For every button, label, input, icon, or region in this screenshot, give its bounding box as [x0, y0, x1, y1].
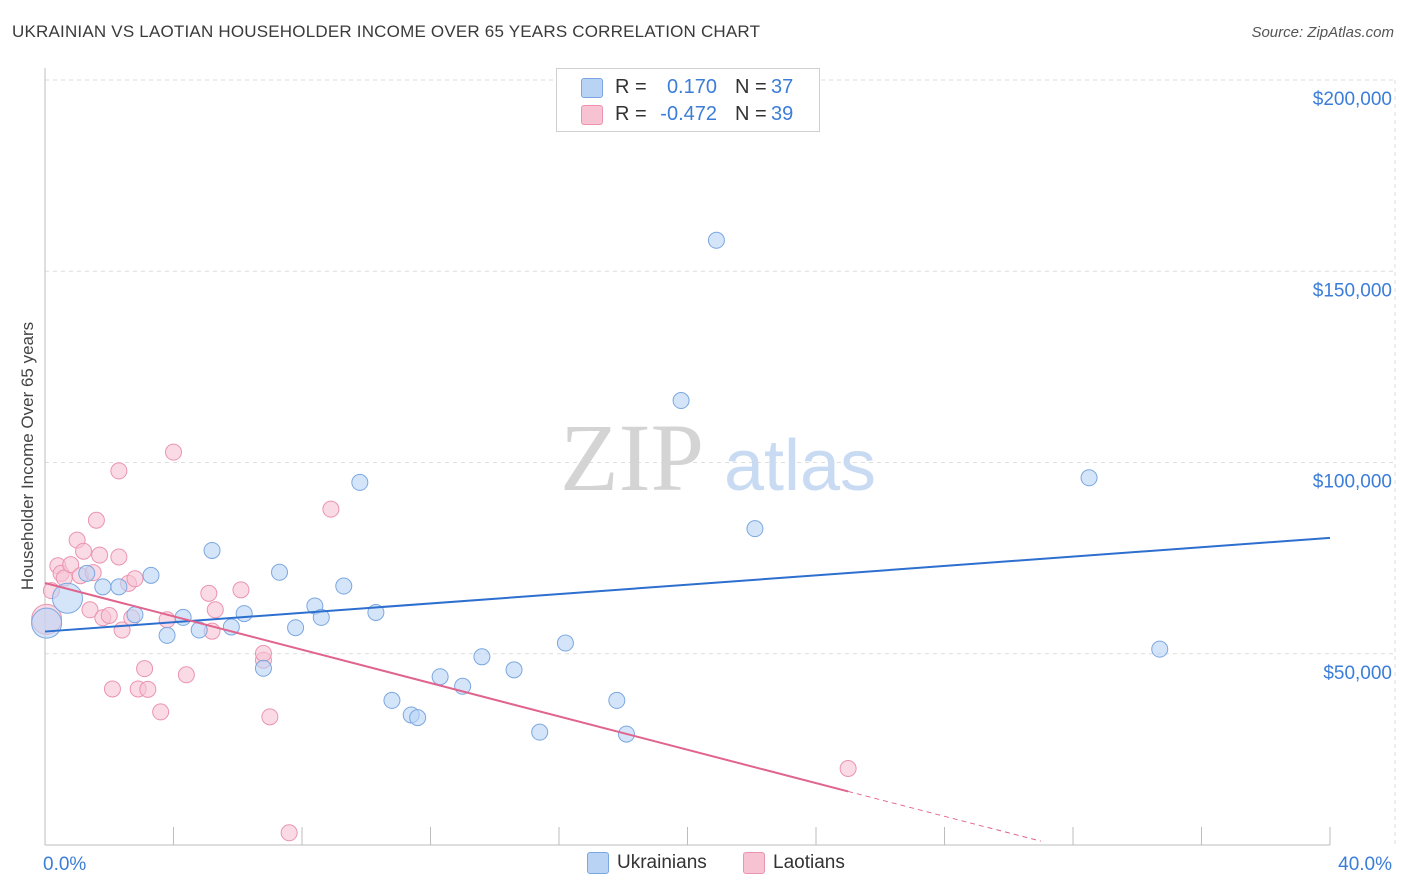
watermark-zip: ZIP: [560, 404, 704, 511]
data-point: [136, 660, 154, 678]
data-point: [409, 709, 427, 727]
stats-row-ukrainians: R = 0.170 N = 37: [557, 73, 819, 101]
tick-labels: $50,000 $100,000 $150,000 $200,000 0.0% 40.0%: [43, 89, 1392, 875]
data-point: [322, 500, 340, 518]
data-point: [158, 626, 176, 644]
data-point: [126, 606, 144, 624]
trend-line-laotians-extension: [848, 790, 1041, 842]
y-tick-label: $100,000: [1313, 472, 1392, 493]
data-point: [261, 708, 279, 726]
ukrainians-swatch: [581, 78, 603, 98]
data-point: [126, 570, 144, 588]
n-label: N =: [735, 102, 767, 125]
y-tick-label: $150,000: [1313, 280, 1392, 301]
data-point: [1080, 469, 1098, 487]
data-point: [110, 548, 128, 566]
x-tick-label-max: 40.0%: [1338, 854, 1392, 875]
data-point: [75, 542, 93, 560]
data-point: [100, 607, 118, 624]
n-label: N =: [735, 75, 767, 98]
n-value: 37: [771, 75, 794, 98]
axes: [44, 68, 1331, 846]
data-point: [271, 563, 289, 581]
data-point: [142, 566, 160, 584]
data-point: [200, 584, 218, 602]
data-point: [672, 392, 690, 410]
data-point: [232, 581, 250, 599]
data-point: [335, 577, 353, 595]
legend-item-ukrainians[interactable]: Ukrainians: [587, 852, 707, 874]
data-point: [152, 703, 170, 721]
r-label: R =: [615, 75, 647, 98]
stats-row-laotians: R = -0.472 N = 39: [557, 100, 819, 128]
data-point: [254, 644, 272, 662]
ukrainians-legend-swatch: [587, 852, 609, 874]
data-point: [707, 231, 725, 249]
data-point: [62, 556, 80, 574]
data-point: [505, 661, 523, 679]
data-point: [203, 541, 221, 559]
data-point: [608, 691, 626, 709]
data-point: [431, 668, 449, 686]
series-legend: Ukrainians Laotians: [0, 852, 1406, 878]
watermark-atlas: atlas: [724, 426, 876, 506]
x-tick-label-min: 0.0%: [43, 854, 86, 875]
data-point: [31, 607, 63, 639]
legend-item-laotians[interactable]: Laotians: [743, 852, 845, 874]
data-point: [165, 443, 182, 461]
trend-line-laotians: [44, 582, 849, 793]
data-point: [91, 546, 109, 564]
data-point: [51, 582, 83, 614]
y-tick-label: $200,000: [1313, 89, 1392, 110]
data-point: [110, 462, 128, 480]
data-point: [351, 473, 369, 491]
data-point: [139, 680, 157, 698]
chart-title: UKRAINIAN VS LAOTIAN HOUSEHOLDER INCOME …: [12, 22, 761, 41]
r-label: R =: [615, 102, 647, 125]
stats-legend: R = 0.170 N = 37 R = -0.472 N = 39: [556, 68, 820, 132]
data-point: [746, 520, 764, 538]
data-point: [280, 824, 298, 842]
data-point: [473, 648, 491, 666]
n-value: 39: [771, 102, 794, 125]
data-point: [94, 578, 112, 596]
data-point: [103, 680, 121, 698]
laotians-legend-swatch: [743, 852, 765, 874]
data-point: [839, 760, 857, 777]
r-value: 0.170: [666, 75, 717, 98]
grid-lines: [45, 79, 1396, 845]
data-point: [531, 723, 549, 741]
r-value: -0.472: [660, 102, 717, 125]
data-point: [206, 601, 224, 619]
data-point: [312, 608, 330, 626]
trend-lines: [44, 536, 1331, 842]
data-point: [287, 619, 305, 637]
data-point: [78, 564, 96, 582]
data-point: [383, 691, 401, 709]
laotians-swatch: [581, 105, 603, 125]
legend-label-ukrainians: Ukrainians: [617, 852, 707, 873]
data-point: [110, 578, 128, 596]
y-tick-label: $50,000: [1323, 663, 1392, 684]
data-point: [254, 659, 272, 677]
data-point: [177, 666, 195, 684]
data-point: [556, 634, 574, 652]
data-point: [87, 511, 105, 529]
data-point: [81, 601, 99, 619]
source-label: Source: ZipAtlas.com: [1251, 24, 1394, 41]
data-point: [235, 605, 253, 623]
legend-label-laotians: Laotians: [773, 852, 845, 873]
watermark: ZIP atlas: [560, 404, 876, 511]
trend-line-ukrainians: [44, 536, 1331, 633]
series-ukrainians: [31, 231, 1169, 743]
data-point: [1151, 640, 1169, 658]
